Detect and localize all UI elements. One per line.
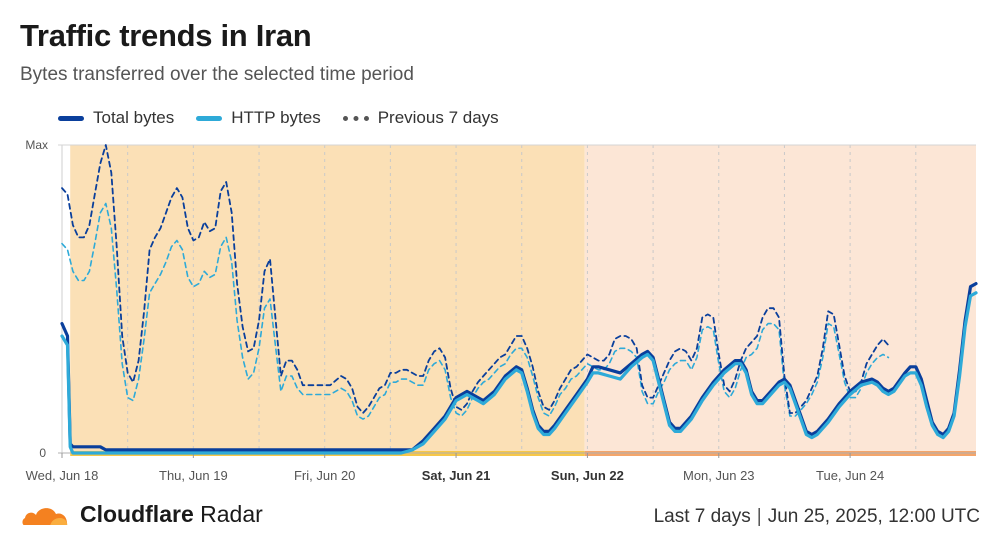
legend-label-previous: Previous 7 days (377, 108, 499, 127)
legend-item-previous[interactable]: Previous 7 days (342, 108, 499, 128)
x-tick-label: Mon, Jun 23 (683, 468, 755, 483)
series-line-prev-http (61, 202, 890, 420)
x-tick-label: Wed, Jun 18 (26, 468, 99, 483)
footer-period: Last 7 days (653, 506, 751, 527)
footer-info: Last 7 days | Jun 25, 2025, 12:00 UTC (654, 506, 980, 528)
brand-name: Cloudflare (80, 501, 194, 527)
x-tick-label: Tue, Jun 24 (816, 468, 884, 483)
legend-label-http: HTTP bytes (231, 108, 321, 127)
cloudflare-radar-logo: Cloudflare Radar (20, 501, 263, 528)
series-line-http (60, 291, 978, 455)
line-chart: 0 Max Wed, Jun 18 Thu, Jun 19 Fri, Jun 20 Sat… (25, 138, 978, 483)
legend-item-http[interactable]: HTTP bytes (196, 108, 321, 128)
series-line-total (60, 282, 978, 452)
legend-swatch-previous (342, 115, 369, 121)
footer-timestamp: Jun 25, 2025, 12:00 UTC (767, 506, 980, 527)
chart-legend: Total bytes HTTP bytes Previous 7 days (58, 108, 521, 128)
chart-subtitle: Bytes transferred over the selected time… (20, 64, 414, 85)
chart-title: Traffic trends in Iran (20, 18, 312, 53)
highlight-region-1 (584, 145, 976, 453)
legend-item-total[interactable]: Total bytes (58, 108, 174, 128)
x-tick-label: Sat, Jun 21 (422, 468, 491, 483)
highlight-region-0 (70, 145, 585, 453)
cloudflare-cloud-icon (22, 507, 68, 527)
legend-swatch-total (58, 115, 84, 121)
x-tick-label: Sun, Jun 22 (551, 468, 624, 483)
legend-label-total: Total bytes (93, 108, 175, 127)
brand-product: Radar (200, 501, 263, 527)
x-tick-label: Fri, Jun 20 (294, 468, 355, 483)
series-line-prev-total (61, 144, 890, 414)
y-tick-label: Max (25, 138, 48, 152)
legend-swatch-http (196, 115, 223, 121)
x-tick-label: Thu, Jun 19 (159, 468, 228, 483)
footer-separator: | (756, 506, 762, 527)
y-tick-label: 0 (39, 446, 46, 460)
